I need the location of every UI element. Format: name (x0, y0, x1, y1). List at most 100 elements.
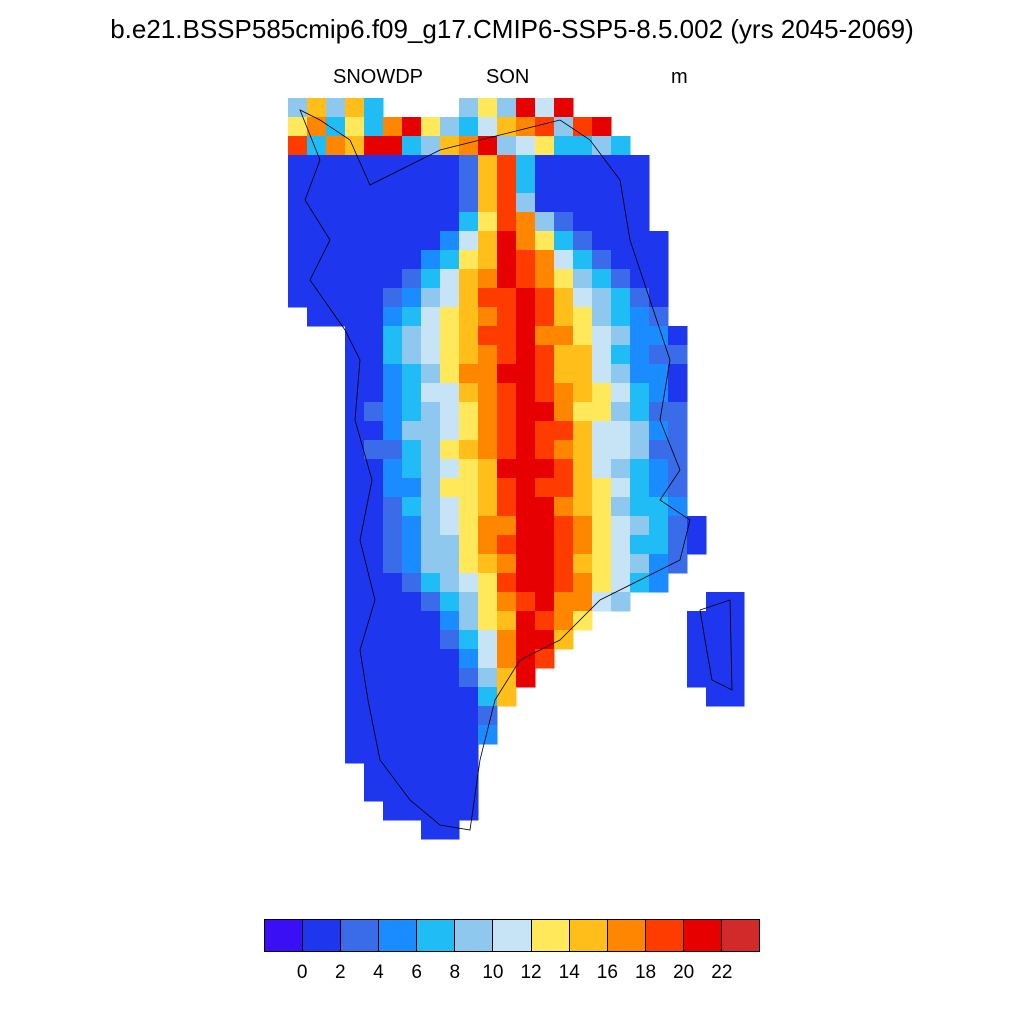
grid-cell (326, 117, 346, 137)
grid-cell (402, 269, 422, 289)
grid-cell (440, 307, 460, 327)
grid-cell (440, 630, 460, 650)
grid-cell (364, 687, 384, 707)
grid-cell (307, 136, 327, 156)
grid-cell (668, 516, 688, 536)
grid-cell (535, 592, 555, 612)
grid-cell (307, 155, 327, 175)
grid-cell (497, 364, 517, 384)
grid-cell (592, 250, 612, 270)
grid-cell (592, 573, 612, 593)
grid-cell (554, 440, 574, 460)
grid-cell (459, 98, 479, 118)
grid-cell (307, 250, 327, 270)
grid-cell (573, 174, 593, 194)
grid-cell (421, 573, 441, 593)
grid-cell (345, 668, 365, 688)
grid-cell (345, 440, 365, 460)
grid-cell (288, 155, 308, 175)
grid-cell (497, 440, 517, 460)
grid-cell (592, 535, 612, 555)
grid-cell (516, 421, 536, 441)
grid-cell (478, 307, 498, 327)
grid-cell (497, 269, 517, 289)
grid-cell (402, 174, 422, 194)
grid-cell (554, 478, 574, 498)
grid-cell (288, 212, 308, 232)
grid-cell (440, 706, 460, 726)
grid-cell (345, 117, 365, 137)
grid-cell (459, 231, 479, 251)
grid-cell (649, 402, 669, 422)
grid-cell (516, 136, 536, 156)
grid-cell (345, 516, 365, 536)
grid-cell (611, 326, 631, 346)
grid-cell (288, 98, 308, 118)
grid-cell (383, 250, 403, 270)
grid-cell (402, 478, 422, 498)
grid-cell (516, 364, 536, 384)
grid-cell (364, 497, 384, 517)
grid-cell (516, 98, 536, 118)
grid-cell (421, 649, 441, 669)
grid-cell (535, 174, 555, 194)
grid-cell (383, 706, 403, 726)
grid-cell (478, 687, 498, 707)
grid-cell (497, 136, 517, 156)
grid-cell (364, 744, 384, 764)
grid-cell (459, 459, 479, 479)
grid-cell (421, 269, 441, 289)
grid-cell (421, 725, 441, 745)
grid-cell (535, 459, 555, 479)
grid-cell (497, 307, 517, 327)
grid-cell (668, 383, 688, 403)
grid-cell (364, 212, 384, 232)
grid-cell (440, 364, 460, 384)
grid-cell (630, 421, 650, 441)
grid-cell (516, 402, 536, 422)
grid-cell (345, 307, 365, 327)
grid-cell (383, 136, 403, 156)
grid-cell (516, 155, 536, 175)
grid-cell (383, 212, 403, 232)
grid-cell (706, 668, 726, 688)
grid-cell (573, 440, 593, 460)
grid-cell (516, 459, 536, 479)
grid-cell (706, 649, 726, 669)
grid-cell (478, 478, 498, 498)
grid-cell (497, 687, 517, 707)
grid-cell (345, 269, 365, 289)
grid-cell (478, 136, 498, 156)
grid-cell (421, 421, 441, 441)
grid-cell (345, 611, 365, 631)
grid-cell (554, 554, 574, 574)
colorbar-swatch (303, 920, 342, 951)
grid-cell (497, 535, 517, 555)
grid-cell (478, 383, 498, 403)
grid-cell (421, 117, 441, 137)
grid-cell (516, 516, 536, 536)
grid-cell (440, 535, 460, 555)
colorbar-swatch (379, 920, 418, 951)
grid-cell (459, 440, 479, 460)
grid-cell (478, 364, 498, 384)
grid-cell (440, 763, 460, 783)
grid-cell (364, 763, 384, 783)
grid-cell (421, 763, 441, 783)
grid-cell (630, 212, 650, 232)
grid-cell (535, 649, 555, 669)
grid-cell (326, 155, 346, 175)
grid-cell (592, 440, 612, 460)
grid-cell (687, 630, 707, 650)
grid-cell (459, 421, 479, 441)
grid-cell (535, 193, 555, 213)
grid-cell (630, 497, 650, 517)
grid-cell (497, 459, 517, 479)
grid-cell (421, 136, 441, 156)
grid-cell (497, 193, 517, 213)
grid-cell (364, 725, 384, 745)
grid-cell (326, 193, 346, 213)
grid-cell (611, 535, 631, 555)
grid-cell (478, 630, 498, 650)
grid-cell (611, 364, 631, 384)
